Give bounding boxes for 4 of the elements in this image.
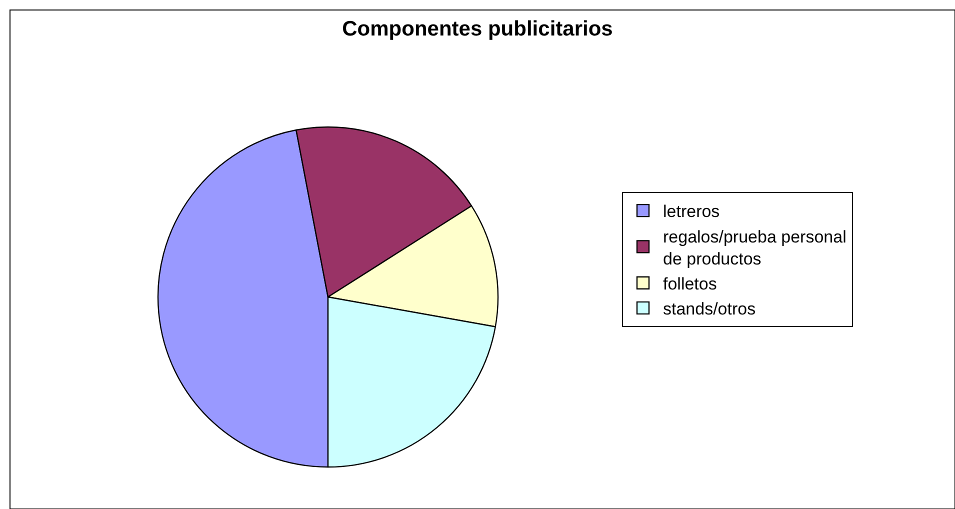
legend-label: letreros	[663, 202, 720, 222]
legend-label: stands/otros	[663, 300, 756, 319]
chart-title: Componentes publicitarios	[342, 17, 613, 40]
legend-label: folletos	[663, 274, 717, 294]
